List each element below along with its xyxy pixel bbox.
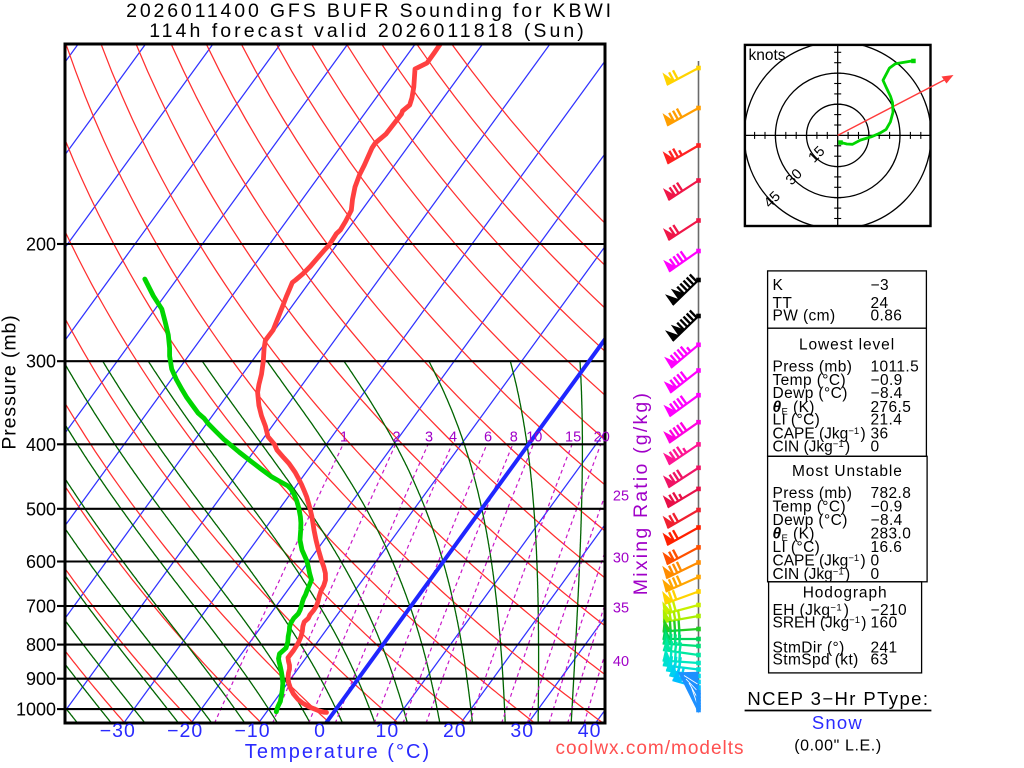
svg-text:TT: TT: [773, 295, 793, 312]
svg-text:−3: −3: [871, 277, 889, 294]
svg-text:0.86: 0.86: [871, 308, 903, 325]
svg-text:knots: knots: [749, 47, 786, 64]
svg-text:Snow: Snow: [812, 712, 863, 733]
svg-text:Temp (°C): Temp (°C): [773, 499, 847, 516]
svg-text:−30: −30: [100, 720, 136, 742]
svg-text:200: 200: [26, 235, 56, 255]
svg-text:−10: −10: [235, 720, 271, 742]
svg-text:θE (K): θE (K): [773, 399, 815, 418]
svg-text:Temperature (°C): Temperature (°C): [245, 741, 431, 763]
svg-text:700: 700: [26, 597, 56, 617]
svg-text:CAPE (Jkg−1 ): CAPE (Jkg−1 ): [773, 553, 866, 570]
svg-text:Pressure (mb): Pressure (mb): [0, 314, 21, 449]
svg-text:63: 63: [871, 652, 889, 669]
svg-text:40: 40: [578, 720, 602, 742]
svg-text:20: 20: [594, 430, 610, 446]
svg-text:Dewp (°C): Dewp (°C): [773, 385, 848, 402]
svg-text:900: 900: [26, 669, 56, 689]
svg-text:276.5: 276.5: [871, 399, 912, 416]
svg-text:Hodograph: Hodograph: [803, 585, 888, 602]
svg-text:160: 160: [871, 615, 898, 632]
svg-text:3: 3: [425, 430, 433, 446]
svg-text:(0.00" L.E.): (0.00" L.E.): [794, 738, 882, 755]
svg-text:0: 0: [871, 439, 880, 456]
svg-text:Lowest level: Lowest level: [799, 337, 895, 354]
svg-text:−0.9: −0.9: [871, 499, 903, 516]
svg-text:Temp (°C): Temp (°C): [773, 372, 847, 389]
svg-text:1011.5: 1011.5: [871, 359, 920, 376]
svg-text:−8.4: −8.4: [871, 512, 903, 529]
svg-text:LI (°C): LI (°C): [773, 539, 821, 556]
svg-text:30: 30: [613, 551, 629, 567]
svg-text:SREH (Jkg−1 ): SREH (Jkg−1 ): [773, 615, 867, 632]
svg-text:35: 35: [613, 601, 629, 617]
svg-text:600: 600: [26, 552, 56, 572]
svg-text:782.8: 782.8: [871, 485, 912, 502]
svg-text:283.0: 283.0: [871, 526, 912, 543]
svg-text:20: 20: [443, 720, 467, 742]
svg-text:21.4: 21.4: [871, 412, 903, 429]
svg-text:coolwx.com/modelts: coolwx.com/modelts: [555, 738, 744, 759]
svg-text:40: 40: [613, 654, 629, 670]
svg-text:Most Unstable: Most Unstable: [792, 463, 903, 480]
svg-text:6: 6: [484, 430, 492, 446]
svg-text:10: 10: [376, 720, 400, 742]
svg-text:θE (K): θE (K): [773, 526, 815, 545]
svg-text:Dewp (°C): Dewp (°C): [773, 512, 848, 529]
svg-text:114h forecast valid 2026011818: 114h forecast valid 2026011818 (Sun): [149, 20, 587, 42]
svg-text:36: 36: [871, 426, 889, 443]
svg-text:LI (°C): LI (°C): [773, 412, 821, 429]
svg-text:CIN (Jkg−1 ): CIN (Jkg−1 ): [773, 566, 851, 583]
svg-text:0: 0: [871, 553, 880, 570]
svg-text:16.6: 16.6: [871, 539, 903, 556]
svg-text:500: 500: [26, 499, 56, 519]
svg-text:NCEP 3−Hr PType:: NCEP 3−Hr PType:: [747, 688, 929, 709]
svg-text:30: 30: [510, 720, 534, 742]
svg-text:Press (mb): Press (mb): [773, 485, 853, 502]
svg-text:CIN (Jkg−1 ): CIN (Jkg−1 ): [773, 439, 851, 456]
svg-text:CAPE (Jkg−1 ): CAPE (Jkg−1 ): [773, 426, 866, 443]
svg-text:PW (cm): PW (cm): [773, 308, 836, 325]
svg-text:2026011400 GFS BUFR Sounding f: 2026011400 GFS BUFR Sounding for KBWI: [126, 0, 614, 22]
svg-text:K: K: [773, 277, 784, 294]
svg-text:4: 4: [449, 430, 457, 446]
svg-text:EH (Jkg−1 ): EH (Jkg−1 ): [773, 602, 850, 619]
svg-text:Press (mb): Press (mb): [773, 359, 853, 376]
svg-text:−8.4: −8.4: [871, 385, 903, 402]
svg-text:StmSpd (kt): StmSpd (kt): [773, 652, 859, 669]
svg-text:8: 8: [510, 430, 518, 446]
svg-text:Mixing Ratio (g/kg): Mixing Ratio (g/kg): [630, 391, 652, 595]
svg-text:10: 10: [526, 430, 542, 446]
svg-text:24: 24: [871, 295, 889, 312]
svg-text:−0.9: −0.9: [871, 372, 903, 389]
svg-text:−210: −210: [871, 602, 908, 619]
svg-text:800: 800: [26, 635, 56, 655]
svg-text:2: 2: [393, 430, 401, 446]
svg-text:25: 25: [613, 489, 629, 505]
svg-text:400: 400: [26, 435, 56, 455]
svg-text:300: 300: [26, 352, 56, 372]
svg-text:StmDir (°): StmDir (°): [773, 640, 845, 657]
svg-text:241: 241: [871, 640, 898, 657]
svg-text:1: 1: [340, 430, 348, 446]
svg-text:0: 0: [871, 566, 880, 583]
svg-text:15: 15: [565, 430, 581, 446]
svg-text:1000: 1000: [16, 700, 56, 720]
svg-text:0: 0: [314, 720, 326, 742]
svg-text:−20: −20: [167, 720, 203, 742]
